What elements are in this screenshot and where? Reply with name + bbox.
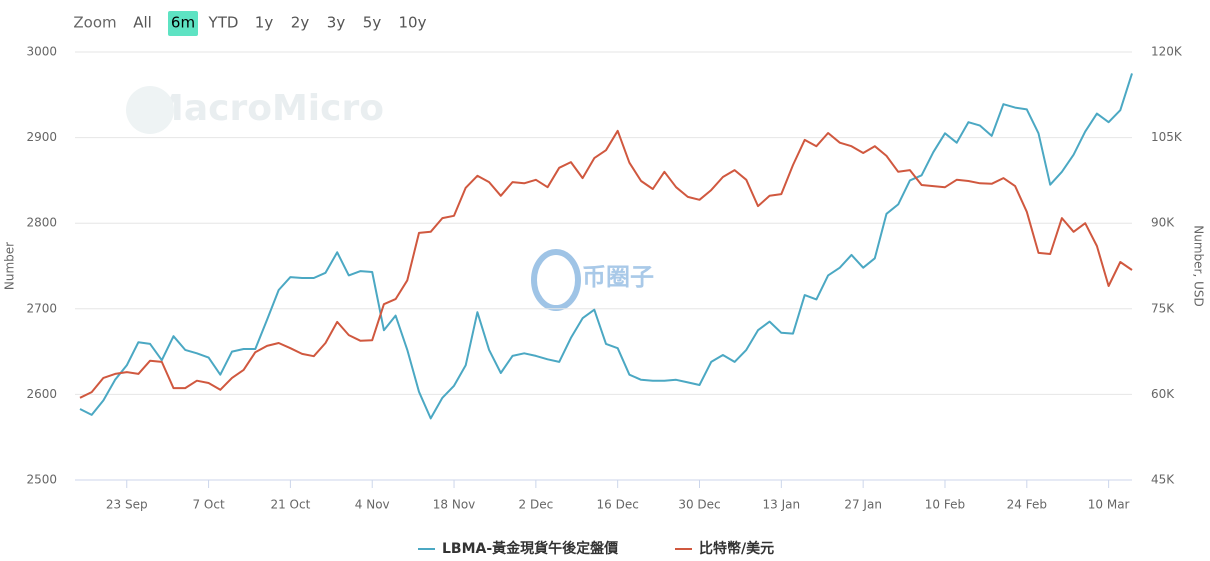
zoom-button[interactable]: 2y (291, 14, 310, 32)
watermark-logo (126, 86, 174, 134)
y2-tick-label: 90K (1151, 216, 1175, 230)
y2-axis-title: Number, USD (1192, 225, 1206, 306)
watermark: MacroMicro (148, 88, 384, 129)
y2-tick-label: 75K (1151, 301, 1175, 315)
x-tick-label: 10 Feb (925, 498, 965, 512)
y-tick-label: 2500 (26, 473, 57, 487)
zoom-button[interactable]: 10y (399, 14, 427, 32)
x-tick-label: 2 Dec (519, 498, 554, 512)
legend-label: 比特幣/美元 (699, 540, 774, 557)
y2-tick-label: 120K (1151, 45, 1183, 59)
x-tick-label: 4 Nov (355, 498, 390, 512)
y-axis-title: Number (3, 242, 17, 290)
x-tick-label: 21 Oct (270, 498, 310, 512)
x-tick-label: 10 Mar (1088, 498, 1130, 512)
zoom-button[interactable]: 6m (171, 14, 195, 32)
y2-tick-label: 105K (1151, 130, 1183, 144)
watermark: 币圈子 (582, 263, 654, 291)
x-tick-label: 23 Sep (106, 498, 148, 512)
y-tick-label: 2700 (26, 301, 57, 315)
zoom-button[interactable]: 3y (327, 14, 346, 32)
zoom-button[interactable]: 1y (255, 14, 274, 32)
x-tick-label: 30 Dec (678, 498, 720, 512)
x-tick-label: 16 Dec (597, 498, 639, 512)
zoom-button[interactable]: All (133, 14, 152, 32)
y2-tick-label: 60K (1151, 387, 1175, 401)
x-tick-label: 18 Nov (433, 498, 476, 512)
watermark-logo (531, 249, 581, 311)
legend-label: LBMA-黃金現貨午後定盤價 (442, 540, 619, 557)
y-tick-label: 3000 (26, 45, 57, 59)
y-tick-label: 2600 (26, 387, 57, 401)
zoom-button[interactable]: 5y (363, 14, 382, 32)
y-tick-label: 2800 (26, 216, 57, 230)
y-tick-label: 2900 (26, 130, 57, 144)
x-tick-label: 24 Feb (1007, 498, 1047, 512)
series-line (79, 73, 1133, 420)
x-tick-label: 13 Jan (763, 498, 801, 512)
x-tick-label: 27 Jan (844, 498, 882, 512)
y2-tick-label: 45K (1151, 473, 1175, 487)
x-tick-label: 7 Oct (192, 498, 224, 512)
zoom-button-bg[interactable] (168, 11, 198, 36)
zoom-button[interactable]: YTD (208, 14, 239, 32)
series-line (79, 129, 1133, 399)
zoom-label: Zoom (73, 14, 116, 32)
